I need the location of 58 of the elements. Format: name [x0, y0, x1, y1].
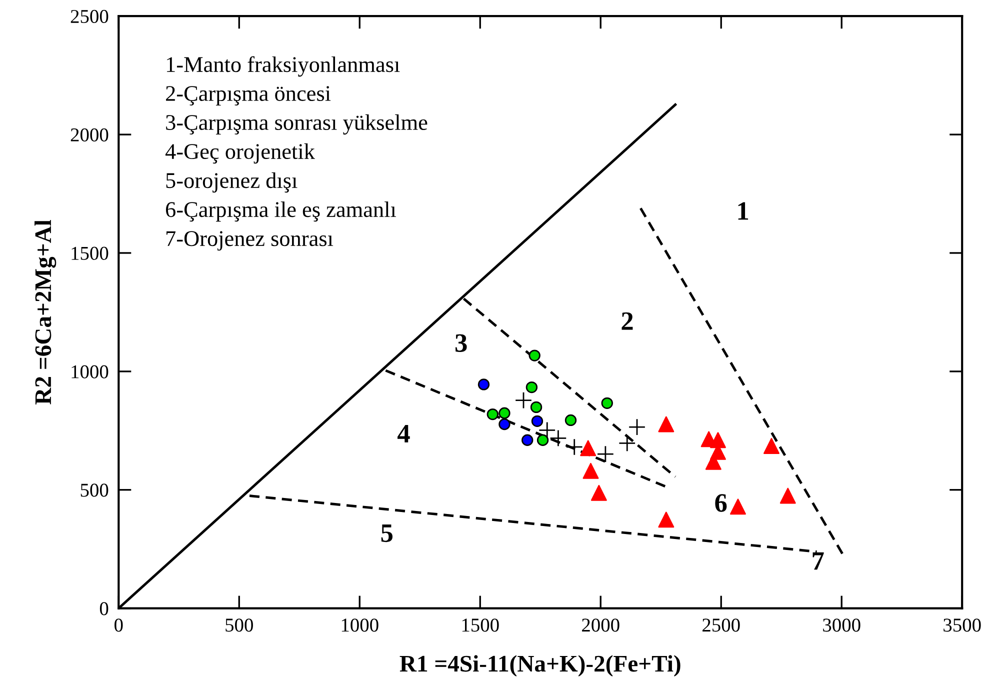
- x-tick-label: 2500: [702, 618, 740, 632]
- x-tick-label: 3500: [944, 618, 981, 632]
- point: [628, 418, 646, 436]
- point: [618, 434, 636, 452]
- annotation: 7-Orojenez sonrası: [166, 231, 334, 251]
- annotation: 1-Manto fraksiyonlanması: [166, 56, 400, 77]
- x-tick-label: 3000: [823, 618, 860, 632]
- point: [550, 430, 567, 447]
- point: [566, 438, 583, 456]
- x-axis-title: R1 =4Si-11(Na+K)-2(Fe+Ti): [400, 655, 680, 677]
- y-tick-label: 500: [80, 484, 108, 497]
- point: [478, 378, 490, 390]
- annotation: 3-Çarpışma sonrası yükselme: [166, 114, 428, 135]
- point: [514, 392, 532, 409]
- y-tick-label: 2500: [70, 10, 108, 24]
- point: [658, 416, 674, 432]
- point: [764, 438, 780, 454]
- y-tick-label: 1500: [72, 246, 108, 260]
- annotation: 3: [455, 334, 467, 352]
- annotation: 4-Geç orojenetik: [165, 143, 315, 164]
- point: [498, 418, 510, 430]
- x-tick-label: 2000: [582, 618, 620, 632]
- annotation: 2: [622, 312, 633, 330]
- point: [522, 434, 534, 446]
- point: [582, 462, 599, 479]
- point: [531, 415, 544, 428]
- x-tick-label: 500: [226, 618, 253, 632]
- point: [528, 350, 540, 362]
- y-tick-label: 2000: [70, 128, 108, 142]
- point: [538, 422, 556, 439]
- point: [530, 401, 542, 414]
- point: [564, 414, 577, 426]
- point: [486, 408, 499, 420]
- annotation: 5: [381, 524, 392, 542]
- x-tick-label: 1500: [462, 618, 499, 632]
- point: [526, 381, 538, 394]
- point: [730, 498, 746, 515]
- y-axis-title: R2 =6Ca+2Mg+Al: [34, 220, 56, 404]
- annotation: 7: [812, 552, 824, 570]
- annotation: 2-Çarpışma öncesi: [166, 86, 331, 106]
- point: [710, 432, 726, 448]
- point: [590, 484, 607, 501]
- x-tick-label: 1000: [342, 618, 378, 632]
- point: [536, 434, 549, 446]
- point: [580, 440, 596, 456]
- annotation: 5-orojenez dışı: [166, 172, 298, 193]
- point: [780, 488, 796, 504]
- point: [601, 397, 613, 410]
- y-tick-label: 1000: [72, 365, 108, 378]
- x-tick-label: 0: [114, 618, 123, 632]
- y-tick-label: 0: [100, 602, 108, 616]
- point: [498, 407, 510, 419]
- annotation: 4: [398, 424, 410, 442]
- annotation: 6-Çarpışma ile eş zamanlı: [166, 201, 396, 222]
- annotation: 6: [715, 494, 727, 512]
- annotation: 1: [738, 202, 748, 220]
- point: [596, 445, 614, 463]
- point: [658, 512, 674, 528]
